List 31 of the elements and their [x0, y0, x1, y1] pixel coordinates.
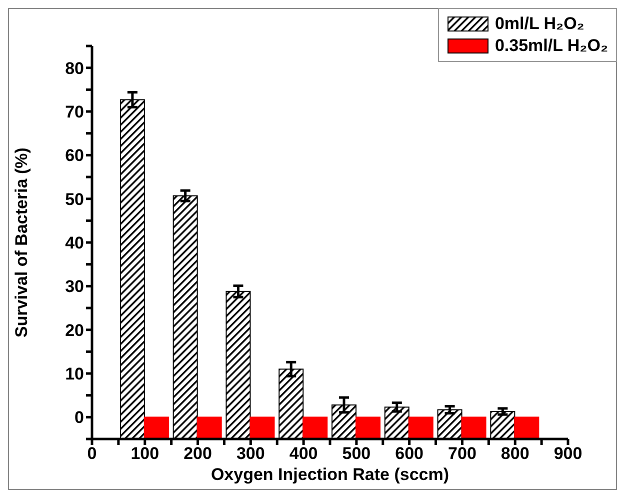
y-tick-label: 40 — [65, 234, 84, 253]
legend-label: 0ml/L H₂O₂ — [494, 14, 584, 34]
x-tick-label: 0 — [87, 444, 97, 464]
x-tick-label: 700 — [448, 444, 476, 464]
bar — [408, 416, 434, 439]
bar — [302, 416, 328, 439]
y-tick-label: 60 — [65, 146, 84, 166]
x-tick-label: 500 — [342, 444, 371, 464]
y-tick-label: 50 — [65, 190, 84, 209]
x-tick-label: 400 — [289, 444, 318, 464]
x-tick-label: 100 — [130, 444, 160, 464]
x-tick-label: 200 — [184, 444, 212, 464]
y-axis-title: Survival of Bacteria (%) — [12, 148, 32, 338]
x-tick-label: 900 — [554, 444, 582, 464]
bar — [144, 416, 169, 439]
bar — [514, 416, 540, 439]
y-tick-label: 30 — [65, 277, 84, 296]
bar — [356, 416, 380, 439]
x-tick-label: 800 — [500, 444, 530, 464]
y-tick-label: 80 — [65, 58, 84, 78]
y-tick-label: 70 — [65, 102, 84, 122]
bar — [461, 416, 486, 439]
bar — [250, 416, 275, 439]
bar — [196, 416, 222, 439]
x-tick-label: 300 — [236, 444, 265, 464]
y-tick-label: 10 — [65, 364, 84, 384]
legend-label: 0.35ml/L H₂O₂ — [494, 36, 608, 56]
x-axis-title: Oxygen Injection Rate (sccm) — [210, 465, 450, 484]
x-tick-label: 600 — [395, 444, 424, 464]
y-tick-label: 0 — [74, 408, 84, 428]
y-tick-label: 20 — [65, 320, 84, 340]
